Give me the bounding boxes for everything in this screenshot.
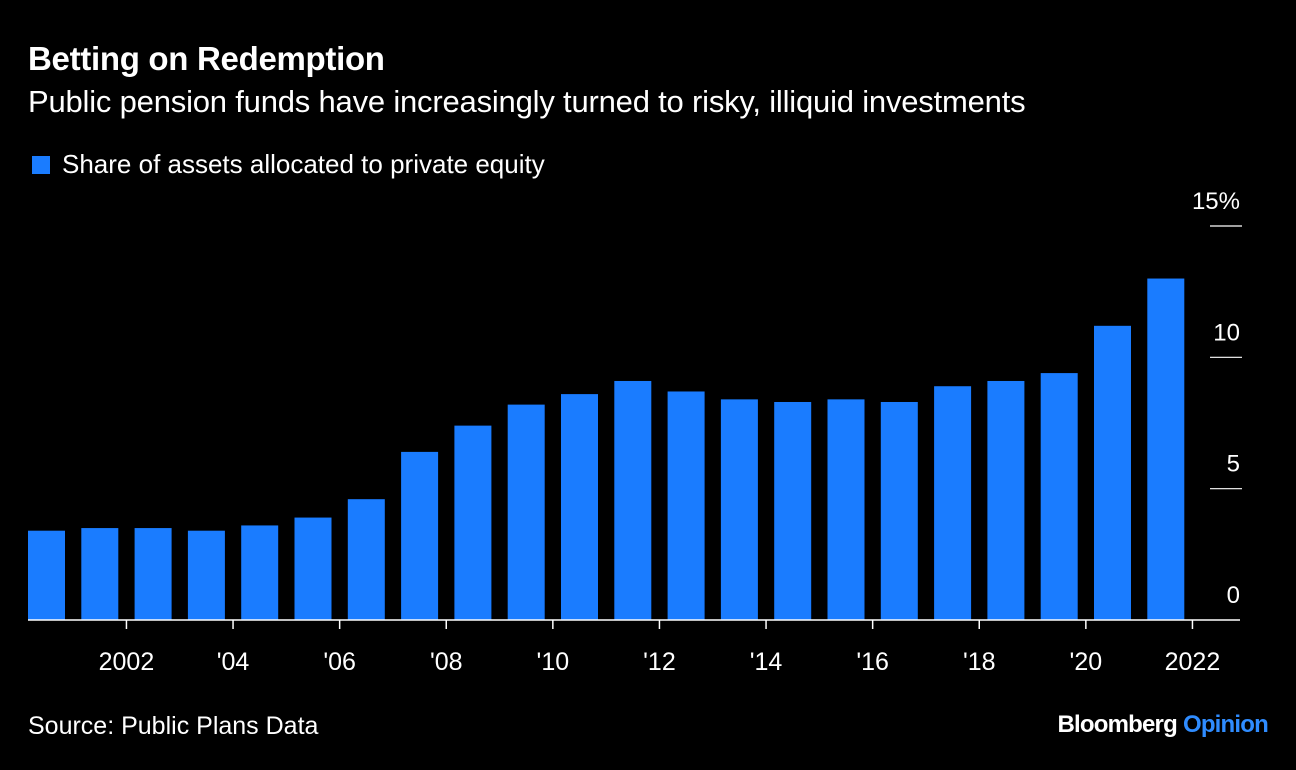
- bar: [614, 380, 652, 620]
- bar: [187, 530, 225, 620]
- bar: [561, 394, 598, 620]
- bar: [401, 451, 439, 620]
- x-tick-label: '16: [856, 648, 889, 676]
- x-tick-label: '12: [643, 648, 676, 676]
- y-tick-label: 0: [1227, 582, 1240, 609]
- bar: [1147, 278, 1185, 620]
- x-tick-label: '18: [963, 648, 996, 676]
- bar: [720, 399, 758, 620]
- bar: [987, 380, 1025, 620]
- brand-main: Bloomberg: [1057, 711, 1177, 738]
- bar: [81, 528, 119, 620]
- bar: [347, 499, 385, 620]
- source-note: Source: Public Plans Data: [28, 712, 319, 740]
- x-tick-label: 2022: [1165, 648, 1221, 676]
- bar: [507, 404, 545, 620]
- chart-title: Betting on Redemption: [28, 40, 385, 77]
- brand-logo: Bloomberg Opinion: [1057, 711, 1268, 739]
- x-tick-label: '04: [217, 648, 250, 676]
- x-tick-label: '10: [537, 648, 570, 676]
- x-tick-label: '08: [430, 648, 463, 676]
- y-tick-label: 10: [1213, 319, 1240, 346]
- bar: [134, 528, 172, 620]
- legend-swatch: [32, 155, 50, 174]
- bar: [1094, 325, 1131, 620]
- brand-accent: Opinion: [1182, 711, 1269, 738]
- bar: [934, 386, 972, 620]
- legend-label: Share of assets allocated to private equ…: [62, 149, 545, 179]
- bar: [1040, 373, 1078, 620]
- bar: [241, 525, 279, 620]
- bar: [28, 530, 65, 620]
- bar: [827, 399, 865, 620]
- y-tick-label: 15%: [1192, 188, 1240, 215]
- y-tick-label: 5: [1227, 451, 1240, 478]
- bar: [774, 401, 812, 620]
- x-tick-label: '14: [750, 648, 783, 676]
- x-tick-label: 2002: [99, 648, 155, 676]
- x-tick-label: '06: [323, 648, 356, 676]
- bar: [294, 517, 332, 620]
- bar: [880, 401, 918, 620]
- legend: Share of assets allocated to private equ…: [32, 149, 545, 180]
- x-tick-label: '20: [1070, 648, 1103, 676]
- bar: [667, 391, 705, 620]
- chart-subtitle: Public pension funds have increasingly t…: [28, 84, 1026, 119]
- bar: [454, 425, 492, 620]
